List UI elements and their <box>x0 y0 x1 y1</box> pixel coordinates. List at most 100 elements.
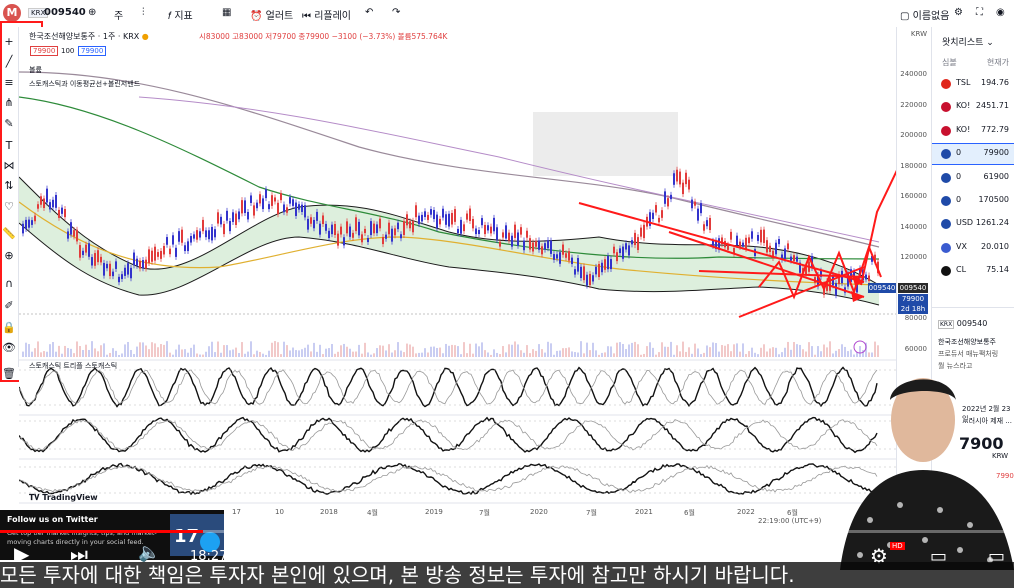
heart-icon[interactable]: ♡ <box>4 200 14 213</box>
candle-body <box>616 252 618 262</box>
settings-gear-icon[interactable]: ⚙ <box>954 7 963 18</box>
volume-icon[interactable]: 🔈 <box>138 542 161 563</box>
brush-icon[interactable]: ✎ <box>4 117 14 130</box>
candle-body <box>235 213 237 225</box>
layout-icon[interactable]: ▦ <box>222 7 232 18</box>
candle-body <box>640 227 642 237</box>
crosshair-icon[interactable]: + <box>4 35 14 48</box>
candle-body <box>142 260 144 269</box>
volume-bar <box>73 353 75 357</box>
volume-bar <box>529 353 531 357</box>
volume-bar <box>547 341 549 357</box>
play-icon[interactable]: ▶ <box>14 542 30 566</box>
zoom-icon[interactable]: ⊕ <box>4 249 14 262</box>
candle-body <box>493 217 495 232</box>
text-icon[interactable]: T <box>5 139 13 152</box>
candle-body <box>370 221 372 236</box>
chart-type-icon[interactable]: ⫶ <box>142 7 145 18</box>
ruler-icon[interactable]: 📏 <box>2 227 16 240</box>
volume-bar <box>850 349 852 357</box>
volume-bar <box>658 352 660 357</box>
detail-headline[interactable]: ...러시아 제재 ... <box>962 417 1013 425</box>
pitchfork-icon[interactable]: ⋔ <box>4 96 14 109</box>
volume-bar <box>661 342 663 357</box>
volume-bar <box>799 344 801 357</box>
candle-body <box>637 237 639 250</box>
layout-name-button[interactable]: ▢ 이름없음 <box>900 7 949 22</box>
volume-bar <box>445 343 447 357</box>
miniplayer-icon[interactable]: ▭ <box>930 546 948 567</box>
undo-icon[interactable]: ↶ <box>365 7 374 18</box>
indicators-button[interactable]: 𝑓 지표 <box>168 7 193 22</box>
watchlist-row[interactable]: CL 75.14 <box>932 261 1014 281</box>
pencil-lock-icon[interactable]: ✐ <box>4 299 14 312</box>
candle-body <box>664 191 666 204</box>
watchlist-title[interactable]: 왓치리스트 ⌄ <box>942 35 994 48</box>
detail-symbol-code: 009540 <box>956 319 988 328</box>
alert-label: 얼러트 <box>265 11 294 22</box>
col-last-header[interactable]: 현재가 <box>986 58 1009 67</box>
buy-price-box[interactable]: 79900 <box>78 46 107 56</box>
trash-icon[interactable]: 🗑 <box>2 367 16 380</box>
candle-body <box>193 234 195 239</box>
col-symbol-header[interactable]: 심볼 <box>942 58 957 67</box>
pattern-icon[interactable]: ⋈ <box>3 159 15 172</box>
candle-body <box>271 195 273 206</box>
fullscreen-icon[interactable]: ⛶ <box>976 7 983 18</box>
time-axis[interactable]: 17 10 2018 4월 2019 7월 2020 7월 2021 6월 20… <box>222 505 896 525</box>
utc-clock[interactable]: 22:19:00 (UTC+9) <box>758 517 822 525</box>
volume-bar <box>37 341 39 357</box>
candle-body <box>409 221 411 229</box>
time-label: 6월 <box>787 509 798 517</box>
watchlist-row[interactable]: USD 1261.24 <box>932 214 1014 234</box>
watchlist-row[interactable]: 0 61900 <box>932 168 1014 188</box>
next-icon[interactable]: ⏭ <box>70 542 88 566</box>
volume-bar <box>499 354 501 357</box>
volume-bar <box>253 354 255 357</box>
candle-body <box>187 241 189 252</box>
watchlist-row[interactable]: KO! 2451.71 <box>932 97 1014 117</box>
alert-button[interactable]: ⏰ 얼러트 <box>250 7 293 22</box>
candle-body <box>367 237 369 243</box>
video-progress-track[interactable] <box>0 530 1014 533</box>
watchlist-row[interactable]: KO! 772.79 <box>932 121 1014 141</box>
volume-bar <box>415 353 417 357</box>
prediction-icon[interactable]: ⇅ <box>4 179 14 192</box>
chart-pane[interactable]: 한국조선해양보통주 · 1주 · KRX ● 시83000 고83000 저79… <box>18 27 915 517</box>
watchlist-row[interactable]: 0 170500 <box>932 191 1014 211</box>
magnet-icon[interactable]: ∩ <box>4 277 14 290</box>
subtitles-icon[interactable]: ▤ <box>810 546 828 567</box>
lightning-icon[interactable] <box>853 340 867 354</box>
volume-bar <box>97 351 99 357</box>
watchlist-row[interactable]: VX 20.010 <box>932 238 1014 258</box>
candle-body <box>574 269 576 275</box>
add-symbol-icon[interactable]: ⊕ <box>88 7 97 18</box>
volume-bar <box>337 351 339 357</box>
volume-bar <box>238 353 240 357</box>
camera-icon[interactable]: ◉ <box>996 7 1005 18</box>
candle-body <box>604 259 606 270</box>
autoplay-toggle[interactable] <box>740 546 758 564</box>
sell-price-box[interactable]: 79900 <box>30 46 59 56</box>
volume-bar <box>496 352 498 357</box>
horizontal-lines-icon[interactable]: ≡ <box>4 76 14 89</box>
candle-body <box>196 230 198 240</box>
interval-button[interactable]: 주 <box>114 11 124 22</box>
volume-bar <box>631 342 633 357</box>
watchlist-row[interactable]: TSL 194.76 <box>932 74 1014 94</box>
volume-bar <box>112 348 114 357</box>
redo-icon[interactable]: ↷ <box>392 7 401 18</box>
symbol-search[interactable]: 009540 <box>44 7 86 18</box>
volume-bar <box>745 354 747 357</box>
volume-bar <box>844 346 846 357</box>
lock-icon[interactable]: 🔒 <box>2 321 16 334</box>
trendline-icon[interactable]: ╱ <box>5 55 13 68</box>
theater-icon[interactable]: ▭ <box>988 546 1006 567</box>
profile-avatar[interactable]: M <box>3 4 21 22</box>
watchlist-row[interactable]: 0 79900 <box>932 143 1014 166</box>
volume-bar <box>235 347 237 357</box>
twitter-bird-icon <box>200 532 220 552</box>
replay-button[interactable]: ⏮ 리플레이 <box>302 7 351 22</box>
eye-icon[interactable]: 👁 <box>2 341 16 354</box>
time-label: 17 <box>232 508 241 516</box>
